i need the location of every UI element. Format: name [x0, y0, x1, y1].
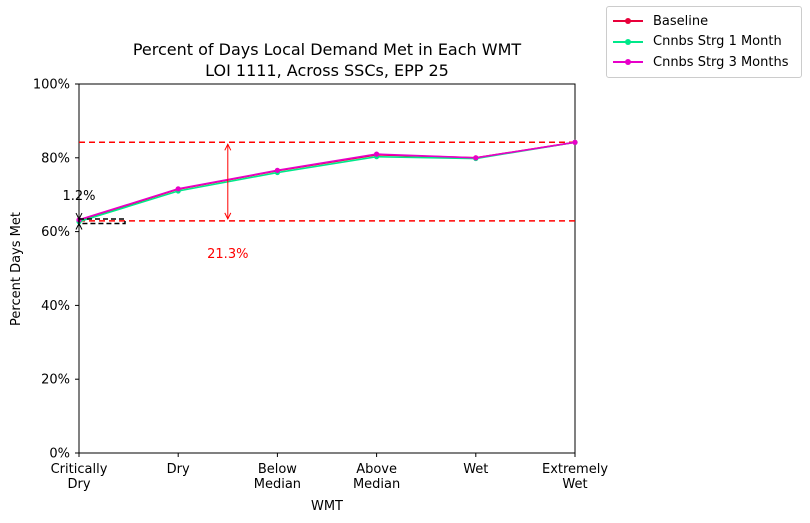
range-annotation-label: 21.3%	[207, 247, 248, 262]
legend-item: Baseline	[613, 11, 795, 32]
x-tick-label: Dry	[167, 462, 190, 477]
y-tick-label: 40%	[41, 299, 70, 314]
x-tick-label: Median	[353, 477, 400, 492]
chart-title: Percent of Days Local Demand Met in Each…	[133, 40, 522, 59]
small-range-box	[78, 218, 126, 225]
range-arrow-head-bottom	[224, 212, 232, 221]
y-axis-label: Percent Days Met	[9, 212, 24, 326]
legend-item: Cnnbs Strg 1 Month	[613, 32, 795, 53]
legend-label: Baseline	[653, 13, 709, 29]
y-tick-label: 20%	[41, 373, 70, 388]
small-range-label: 1.2%	[62, 189, 95, 204]
x-tick-label: Wet	[562, 477, 587, 492]
y-tick-label: 0%	[49, 447, 70, 462]
legend: Baseline Cnnbs Strg 1 Month Cnnbs Strg 3 M…	[606, 6, 802, 78]
chart-subtitle: LOI 1111, Across SSCs, EPP 25	[205, 61, 449, 80]
small-range-arrow-top	[75, 212, 83, 221]
legend-item: Cnnbs Strg 3 Months	[613, 52, 795, 73]
x-tick-label: Extremely	[542, 462, 608, 477]
series-point	[473, 155, 479, 161]
x-tick-label: Wet	[463, 462, 488, 477]
series-point	[274, 167, 280, 173]
small-range-arrow-bottom	[75, 222, 83, 230]
x-tick-label: Critically	[51, 462, 108, 477]
series-point	[572, 139, 578, 145]
y-tick-label: 60%	[41, 225, 70, 240]
x-tick-label: Below	[258, 462, 297, 477]
legend-swatch-marker	[625, 38, 631, 45]
x-axis-label: WMT	[311, 499, 343, 514]
series-point	[374, 151, 380, 157]
x-tick-label: Median	[254, 477, 301, 492]
legend-label: Cnnbs Strg 1 Month	[653, 34, 782, 50]
range-arrow-head-top	[224, 143, 232, 151]
y-tick-label: 80%	[41, 151, 70, 166]
series-line	[78, 141, 576, 221]
legend-swatch	[613, 36, 643, 48]
series-point	[175, 186, 181, 192]
legend-swatch	[613, 56, 643, 68]
legend-swatch-marker	[625, 59, 631, 66]
legend-swatch-marker	[625, 18, 631, 25]
legend-swatch	[613, 15, 643, 27]
plot-frame	[78, 83, 576, 454]
x-tick-label: Dry	[67, 477, 90, 492]
legend-label: Cnnbs Strg 3 Months	[653, 54, 789, 70]
y-tick-label: 100%	[33, 78, 70, 93]
x-tick-label: Above	[356, 462, 397, 477]
